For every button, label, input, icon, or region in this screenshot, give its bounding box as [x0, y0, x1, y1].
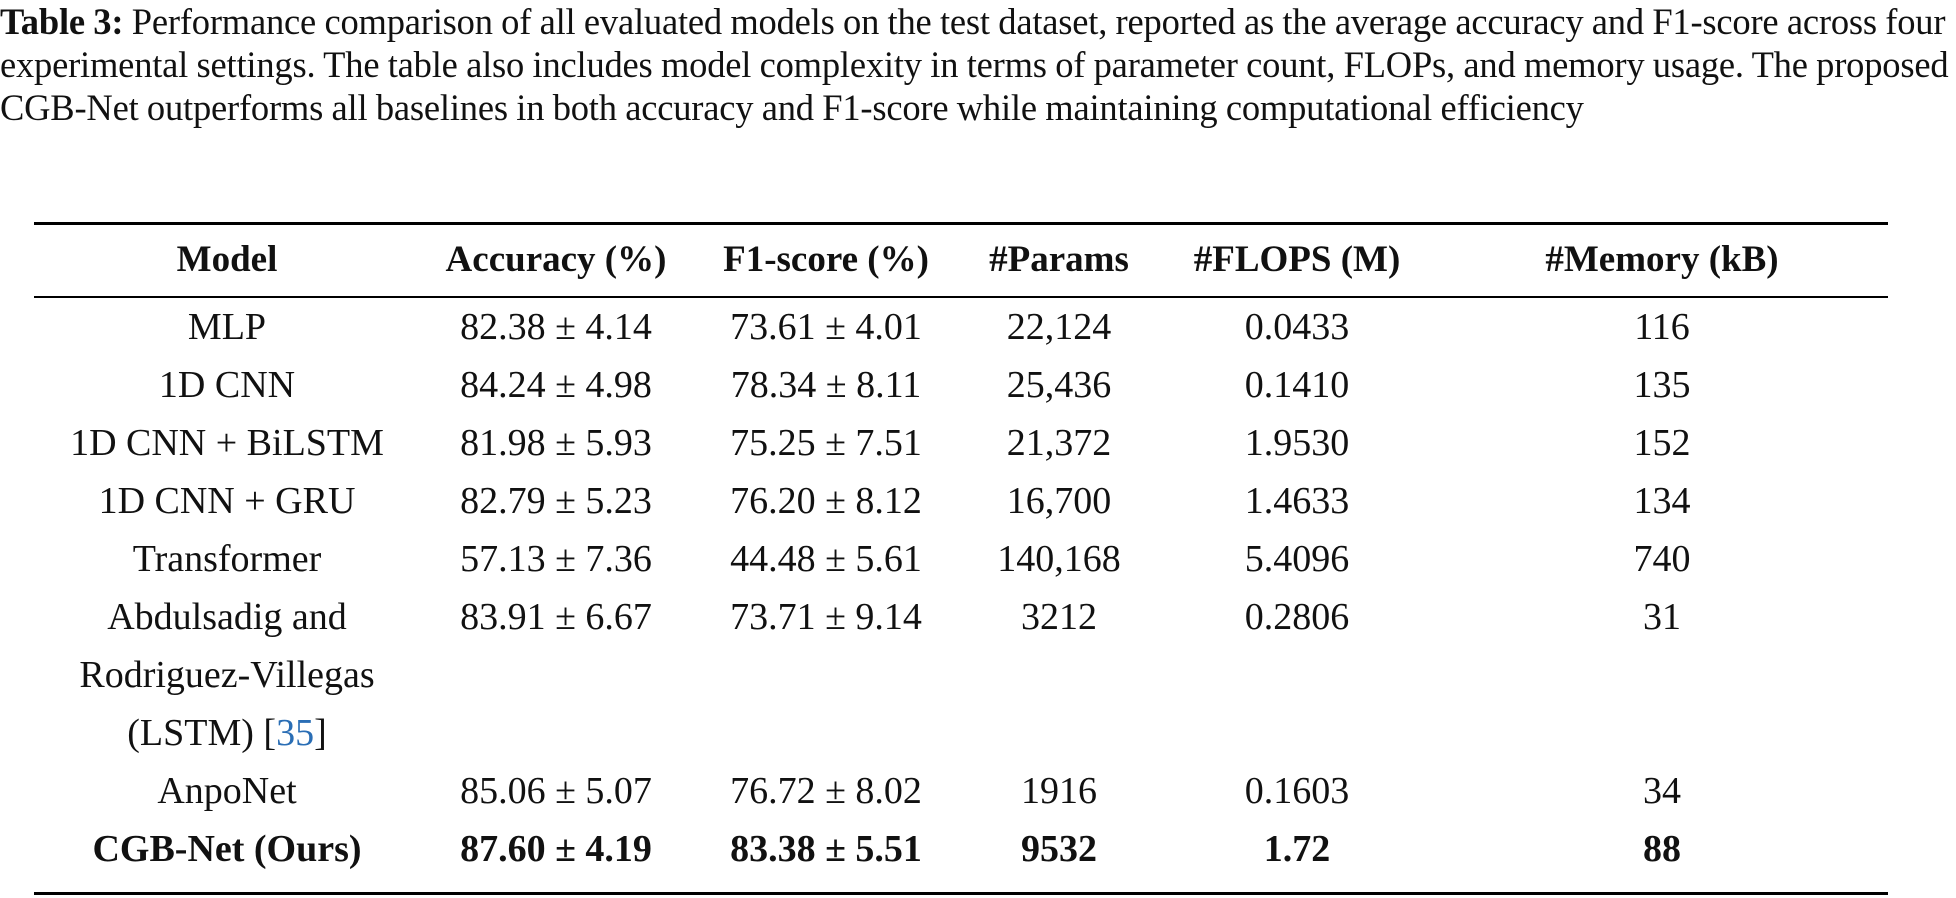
- cell-model: MLP: [187, 306, 267, 348]
- cell-model: 1D CNN + GRU: [98, 480, 356, 522]
- cell-f1-score: 73.61 ± 4.01: [730, 306, 922, 348]
- table-row: MLP 82.38 ± 4.14 73.61 ± 4.01 22,124 0.0…: [34, 298, 1888, 356]
- results-table: Model Accuracy (%) F1-score (%) #Params …: [34, 222, 1888, 878]
- table-row: 1D CNN + GRU 82.79 ± 5.23 76.20 ± 8.12 1…: [34, 472, 1888, 530]
- cell-f1-score: 44.48 ± 5.61: [730, 538, 922, 580]
- cell-memory: 135: [1633, 364, 1691, 406]
- cell-accuracy: 87.60 ± 4.19: [460, 828, 652, 870]
- table-header-row: Model Accuracy (%) F1-score (%) #Params …: [34, 222, 1888, 298]
- cell-flops: 0.0433: [1244, 306, 1350, 348]
- cell-model-text: Abdulsadig and Rodriguez-Villegas (LSTM)…: [79, 596, 375, 754]
- citation-link[interactable]: 35: [276, 712, 315, 754]
- cell-accuracy: 84.24 ± 4.98: [460, 364, 652, 406]
- cell-memory: 88: [1643, 828, 1681, 870]
- table-top-rule: [34, 222, 1888, 225]
- table-header-rule: [34, 296, 1888, 298]
- cell-model: CGB-Net (Ours): [92, 828, 362, 870]
- cell-params: 22,124: [1006, 306, 1112, 348]
- cell-accuracy: 57.13 ± 7.36: [460, 538, 652, 580]
- cell-model-suffix: ]: [314, 712, 327, 754]
- cell-flops: 1.72: [1263, 828, 1331, 870]
- cell-flops: 0.1603: [1244, 770, 1350, 812]
- header-model: Model: [176, 239, 278, 280]
- cell-params: 140,168: [997, 538, 1121, 580]
- table-row: 1D CNN + BiLSTM 81.98 ± 5.93 75.25 ± 7.5…: [34, 414, 1888, 472]
- cell-f1-score: 76.20 ± 8.12: [730, 480, 922, 522]
- cell-model: AnpoNet: [157, 770, 297, 812]
- header-accuracy: Accuracy (%): [445, 239, 667, 280]
- table-row: AnpoNet 85.06 ± 5.07 76.72 ± 8.02 1916 0…: [34, 762, 1888, 820]
- cell-params: 9532: [1021, 828, 1097, 870]
- cell-params: 3212: [1021, 596, 1097, 638]
- cell-params: 16,700: [1006, 480, 1112, 522]
- cell-f1-score: 83.38 ± 5.51: [730, 828, 922, 870]
- cell-flops: 1.9530: [1244, 422, 1350, 464]
- header-flops: #FLOPS (M): [1193, 239, 1401, 280]
- table-bottom-rule: [34, 892, 1888, 895]
- table-row: Abdulsadig and Rodriguez-Villegas (LSTM)…: [34, 588, 1888, 762]
- cell-accuracy: 81.98 ± 5.93: [460, 422, 652, 464]
- cell-memory: 152: [1633, 422, 1691, 464]
- table-row-highlight: CGB-Net (Ours) 87.60 ± 4.19 83.38 ± 5.51…: [34, 820, 1888, 878]
- table-row: 1D CNN 84.24 ± 4.98 78.34 ± 8.11 25,436 …: [34, 356, 1888, 414]
- cell-accuracy: 82.38 ± 4.14: [460, 306, 652, 348]
- cell-memory: 740: [1633, 538, 1691, 580]
- cell-memory: 134: [1633, 480, 1691, 522]
- cell-memory: 116: [1634, 306, 1690, 348]
- cell-f1-score: 73.71 ± 9.14: [730, 596, 922, 638]
- cell-model: Abdulsadig and Rodriguez-Villegas (LSTM)…: [34, 588, 420, 762]
- cell-f1-score: 76.72 ± 8.02: [730, 770, 922, 812]
- cell-f1-score: 75.25 ± 7.51: [730, 422, 922, 464]
- header-params: #Params: [989, 239, 1129, 280]
- cell-flops: 0.2806: [1244, 596, 1350, 638]
- header-f1-score: F1-score (%): [723, 239, 929, 280]
- caption-label: Table 3:: [0, 1, 124, 42]
- cell-flops: 0.1410: [1244, 364, 1350, 406]
- cell-accuracy: 82.79 ± 5.23: [460, 480, 652, 522]
- cell-flops: 5.4096: [1244, 538, 1350, 580]
- cell-model: Transformer: [132, 538, 322, 580]
- cell-flops: 1.4633: [1244, 480, 1350, 522]
- cell-params: 1916: [1021, 770, 1097, 812]
- cell-params: 25,436: [1006, 364, 1112, 406]
- cell-model: 1D CNN + BiLSTM: [70, 422, 384, 464]
- table-caption: Table 3: Performance comparison of all e…: [0, 0, 1952, 129]
- header-memory: #Memory (kB): [1545, 239, 1779, 280]
- cell-model: 1D CNN: [158, 364, 296, 406]
- cell-accuracy: 85.06 ± 5.07: [460, 770, 652, 812]
- caption-text: Performance comparison of all evaluated …: [0, 1, 1949, 128]
- cell-memory: 31: [1643, 596, 1681, 638]
- table-row: Transformer 57.13 ± 7.36 44.48 ± 5.61 14…: [34, 530, 1888, 588]
- cell-params: 21,372: [1006, 422, 1112, 464]
- cell-f1-score: 78.34 ± 8.11: [730, 364, 922, 406]
- cell-memory: 34: [1643, 770, 1681, 812]
- cell-accuracy: 83.91 ± 6.67: [460, 596, 652, 638]
